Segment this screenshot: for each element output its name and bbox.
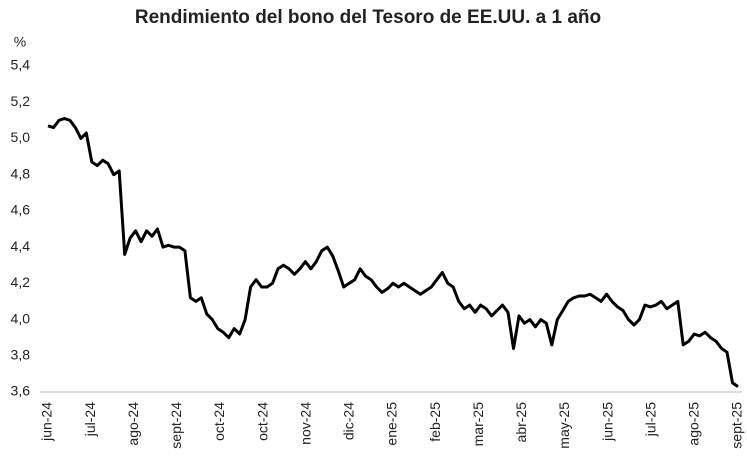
y-tick-label: 3,6 xyxy=(11,383,31,399)
x-tick-label: nov-24 xyxy=(297,402,313,445)
x-tick-label: oct-24 xyxy=(254,402,270,441)
x-tick-label: dic-24 xyxy=(341,402,357,440)
x-tick-label: ene-25 xyxy=(384,402,400,446)
y-tick-label: 4,2 xyxy=(11,274,31,290)
x-tick-label: jun-24 xyxy=(39,402,55,442)
y-tick-label: 5,0 xyxy=(11,129,31,145)
y-axis-label: % xyxy=(14,34,26,50)
y-tick-label: 5,2 xyxy=(11,93,31,109)
chart-title: Rendimiento del bono del Tesoro de EE.UU… xyxy=(135,7,601,28)
x-tick-label: feb-25 xyxy=(427,402,443,442)
y-tick-label: 4,8 xyxy=(11,165,31,181)
x-tick-label: oct-24 xyxy=(211,402,227,441)
y-tick-label: 4,4 xyxy=(11,238,31,254)
x-tick-label: jul-24 xyxy=(82,402,98,437)
x-tick-label: abr-25 xyxy=(513,402,529,443)
x-tick-label: jun-25 xyxy=(599,402,615,442)
x-tick-label: sept-25 xyxy=(729,402,745,449)
y-tick-label: 3,8 xyxy=(11,346,31,362)
line xyxy=(47,117,739,388)
y-tick-label: 5,4 xyxy=(11,57,31,73)
y-tick-label: 4,0 xyxy=(11,310,31,326)
x-tick-label: sept-24 xyxy=(168,402,184,449)
x-tick-label: mar-25 xyxy=(470,402,486,447)
x-tick-label: ago-24 xyxy=(125,402,141,446)
y-tick-label: 4,6 xyxy=(11,202,31,218)
x-tick-label: jul-25 xyxy=(642,402,658,437)
x-tick-label: may-25 xyxy=(556,402,572,449)
x-tick-label: ago-25 xyxy=(686,402,702,446)
